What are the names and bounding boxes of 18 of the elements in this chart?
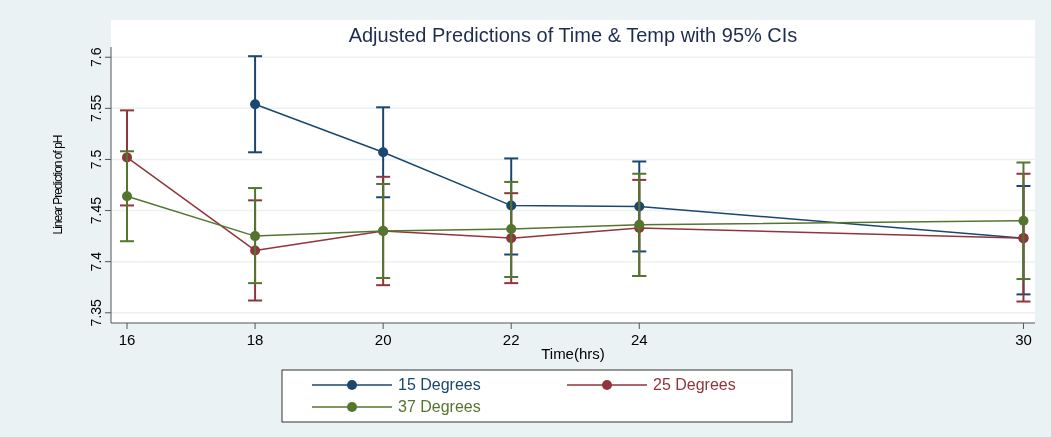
legend-label: 25 Degrees (653, 376, 736, 393)
x-tick-label: 30 (1015, 331, 1032, 348)
x-tick-label: 24 (630, 331, 648, 348)
y-tick-label: 7.35 (88, 298, 104, 327)
y-axis-title: Linear Prediction of pH (51, 135, 65, 235)
legend-label: 37 Degrees (398, 398, 481, 415)
x-tick-label: 16 (118, 331, 136, 348)
x-tick-label: 22 (502, 331, 520, 348)
x-axis-title: Time(hrs) (541, 345, 605, 362)
chart-title: Adjusted Predictions of Time & Temp with 95% CIs (348, 24, 798, 46)
x-tick-label: 18 (246, 331, 264, 348)
legend-label: 15 Degrees (398, 376, 481, 393)
y-tick-label: 7.6 (88, 47, 104, 67)
x-tick-label: 20 (374, 331, 392, 348)
y-tick-label: 7.5 (88, 149, 104, 170)
y-tick-label: 7.45 (88, 196, 104, 225)
y-tick-label: 7.55 (88, 94, 104, 122)
y-tick-label: 7.4 (88, 251, 104, 272)
